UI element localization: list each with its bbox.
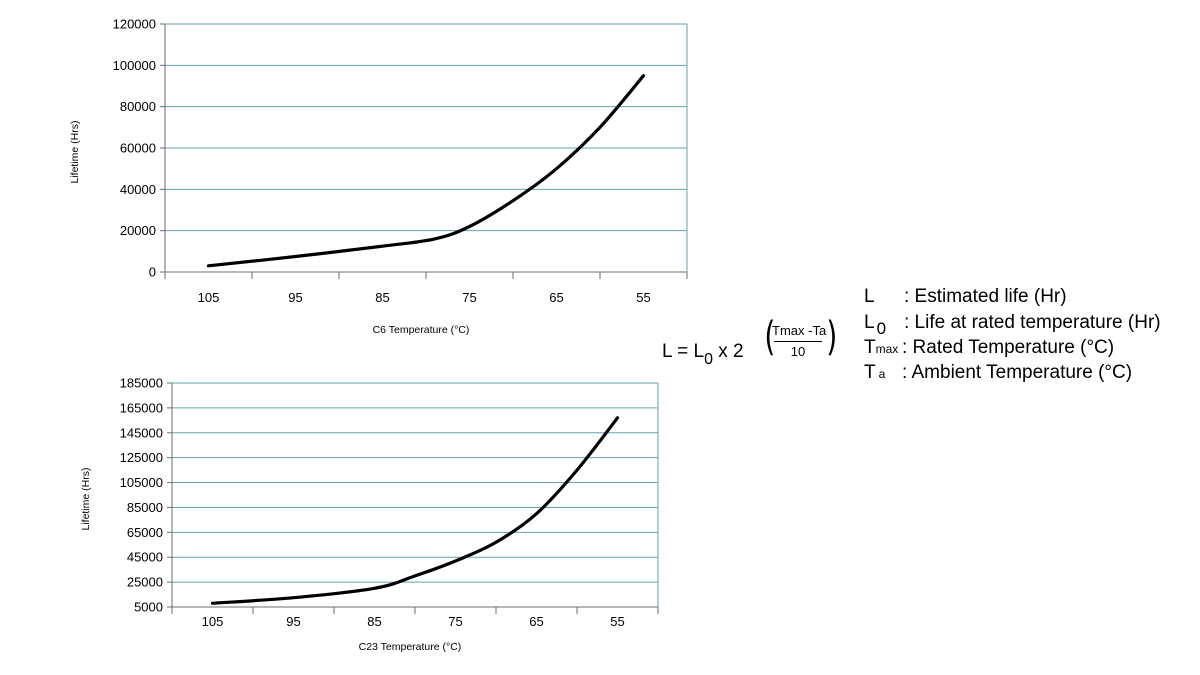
x-tick-label: 95: [288, 290, 302, 305]
y-tick-label: 120000: [113, 17, 156, 32]
exponent-fraction-bar: [774, 341, 822, 342]
y-tick-label: 65000: [127, 525, 163, 540]
legend-subscript: 0: [876, 319, 887, 338]
y-tick-label: 165000: [120, 400, 163, 415]
x-axis-label: C6 Temperature (°C): [373, 324, 470, 336]
y-tick-label: 85000: [127, 500, 163, 515]
formula-exponent: ( Tmax -Ta 10 ): [764, 317, 837, 359]
y-tick-label: 60000: [120, 141, 156, 156]
exponent-numerator: Tmax -Ta: [772, 323, 827, 338]
legend-subscript: a: [878, 367, 886, 381]
y-tick-label: 145000: [120, 425, 163, 440]
y-tick-label: 100000: [113, 58, 156, 73]
legend-description: : Ambient Temperature (°C): [902, 362, 1133, 383]
legend-subscript: max: [875, 342, 899, 356]
legend-symbol: Tmax: [864, 337, 899, 358]
y-axis-label: Lifetime (Hrs): [80, 467, 92, 530]
x-tick-label: 55: [636, 290, 650, 305]
x-tick-label: 105: [198, 290, 220, 305]
x-tick-label: 85: [367, 614, 381, 629]
lifetime-formula: L = L0 x 2: [662, 341, 744, 368]
formula-lhs-subscript: 0: [704, 351, 713, 368]
legend-description: : Estimated life (Hr): [904, 286, 1067, 307]
x-tick-label: 75: [462, 290, 476, 305]
legend-symbol: L: [864, 286, 875, 307]
y-tick-label: 185000: [120, 376, 163, 391]
x-tick-label: 75: [448, 614, 462, 629]
formula-times-base: x 2: [718, 341, 744, 362]
y-tick-label: 5000: [134, 600, 163, 615]
x-tick-label: 65: [549, 290, 563, 305]
x-tick-label: 105: [202, 614, 224, 629]
y-tick-label: 0: [149, 265, 156, 280]
x-axis-label: C23 Temperature (°C): [359, 641, 462, 653]
y-tick-label: 25000: [127, 575, 163, 590]
legend-description: : Rated Temperature (°C): [902, 337, 1115, 358]
y-tick-label: 105000: [120, 475, 163, 490]
y-tick-label: 80000: [120, 99, 156, 114]
exponent-close-paren: ): [826, 314, 838, 360]
y-tick-label: 125000: [120, 450, 163, 465]
legend-description: : Life at rated temperature (Hr): [904, 312, 1161, 333]
lifetime-curve: [210, 416, 620, 605]
exponent-open-paren: (: [764, 314, 776, 360]
exponent-denominator: 10: [790, 344, 806, 359]
y-axis-label: Lifetime (Hrs): [69, 120, 81, 183]
y-tick-label: 45000: [127, 550, 163, 565]
x-tick-label: 55: [610, 614, 624, 629]
y-tick-label: 40000: [120, 182, 156, 197]
formula-lhs: L = L: [662, 341, 705, 362]
x-tick-label: 85: [375, 290, 389, 305]
x-tick-label: 65: [529, 614, 543, 629]
x-tick-label: 95: [286, 614, 300, 629]
lifetime-curve: [206, 74, 646, 268]
y-tick-label: 20000: [120, 223, 156, 238]
